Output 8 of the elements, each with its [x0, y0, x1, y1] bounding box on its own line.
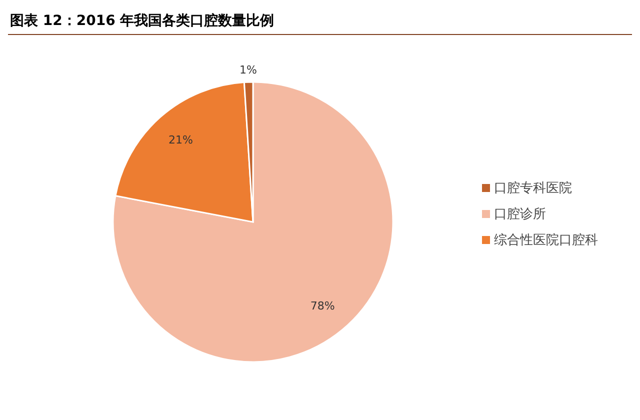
- chart-title: 图表 12：2016 年我国各类口腔数量比例: [8, 8, 632, 35]
- legend-label: 口腔诊所: [494, 207, 546, 222]
- legend-label: 综合性医院口腔科: [494, 233, 598, 248]
- data-label: 78%: [310, 300, 335, 313]
- data-label: 21%: [168, 134, 194, 147]
- pie-slice: [112, 81, 394, 363]
- data-label: 1%: [240, 64, 257, 77]
- legend-label: 口腔专科医院: [494, 181, 572, 196]
